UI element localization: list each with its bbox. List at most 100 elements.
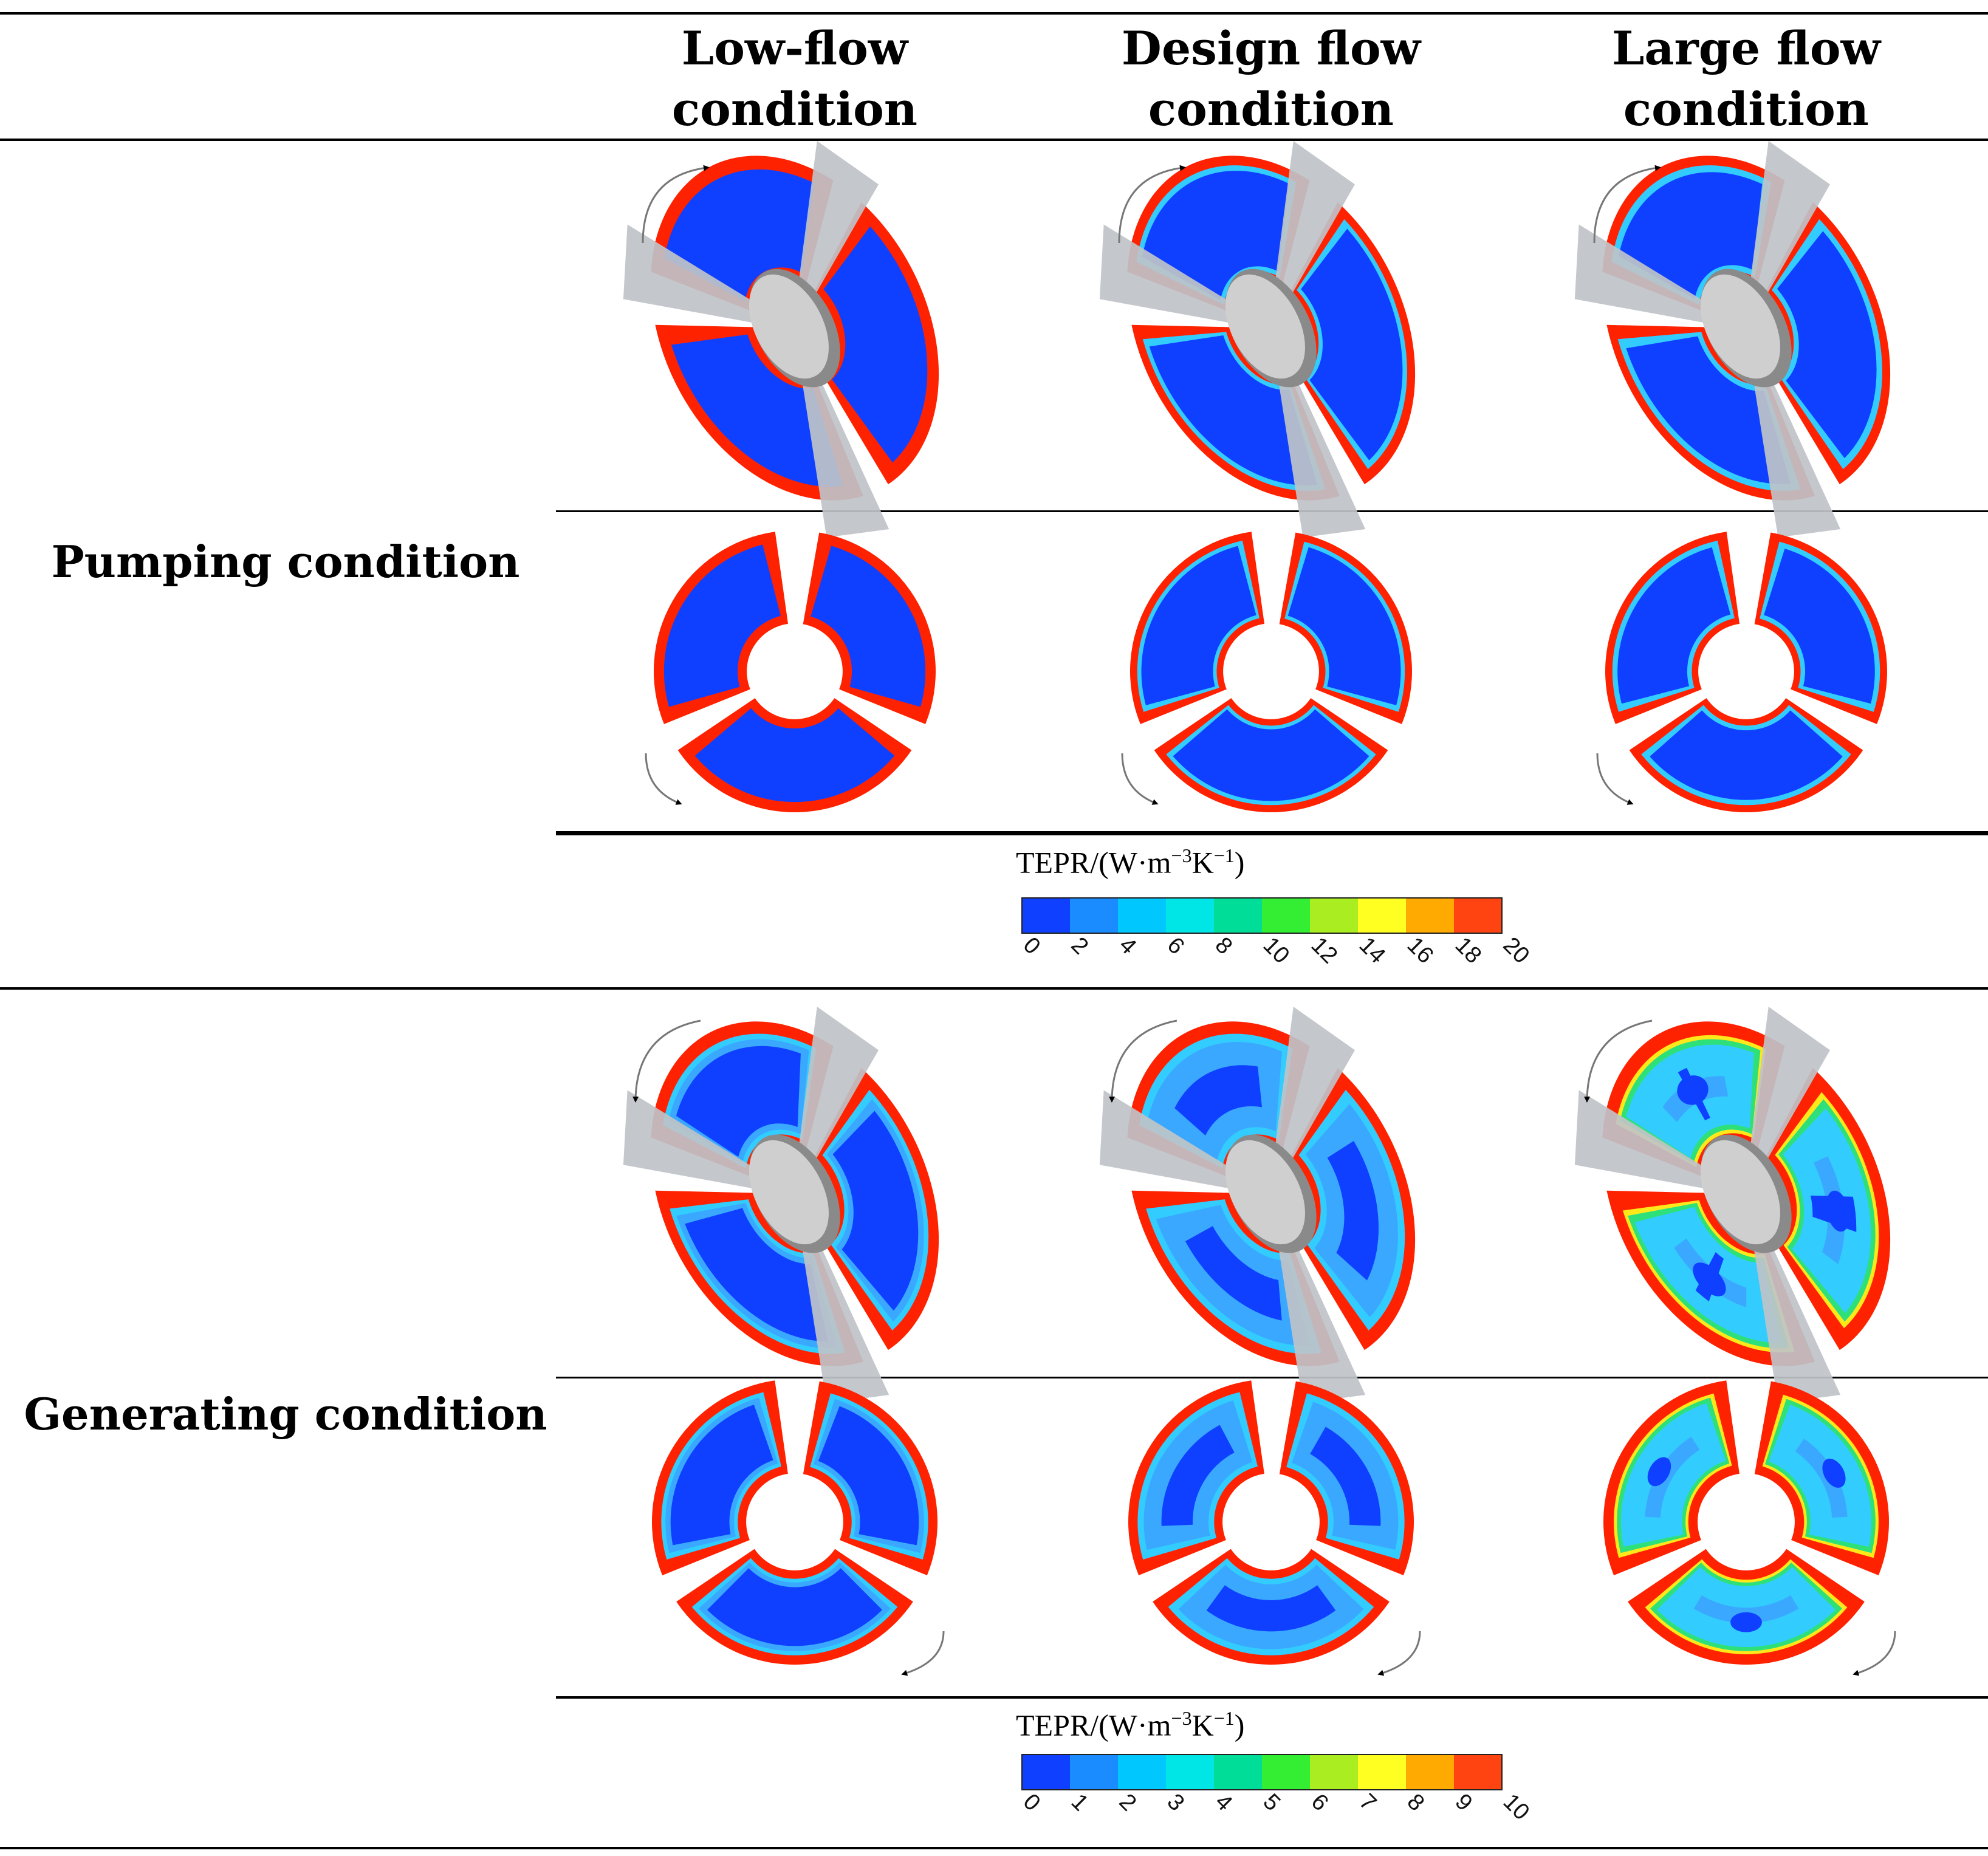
contour-band — [1142, 171, 1289, 301]
contour-core — [1826, 1190, 1849, 1232]
front-view-g2 — [1603, 1380, 1889, 1665]
contour-core — [1822, 1458, 1846, 1488]
hub-hole — [1709, 634, 1784, 709]
blade — [1272, 141, 1355, 309]
front-view-g1 — [1128, 1380, 1414, 1665]
colorbar-swatch — [1118, 1755, 1166, 1790]
column-header-line2: condition — [1623, 82, 1870, 136]
contour-band — [1206, 1585, 1336, 1632]
colorbar-tick-label: 14 — [1354, 933, 1391, 969]
iso-view-p1 — [1099, 141, 1416, 538]
rotation-arrow-g-front-0 — [901, 1631, 945, 1676]
iso-view-g1 — [1099, 1007, 1416, 1403]
colorbar-tick-label: 10 — [1258, 933, 1295, 969]
contour-band — [694, 708, 895, 803]
hub — [1225, 274, 1305, 379]
colorbar-title-close: ) — [1234, 1708, 1245, 1742]
contour-band — [823, 226, 928, 463]
iso-view-g2 — [1574, 1007, 1891, 1403]
rotation-arrow-p-iso-1 — [1118, 165, 1186, 244]
contour-band — [811, 546, 926, 707]
colorbar-swatch — [1310, 898, 1358, 933]
hub-hole — [757, 634, 832, 709]
hub-hole — [1708, 1484, 1784, 1560]
iso-view-p2 — [1574, 141, 1891, 538]
contour-band — [1764, 548, 1875, 704]
header-rule — [0, 139, 1988, 141]
contour-band — [1287, 547, 1401, 705]
contour-band — [1619, 172, 1763, 300]
contour-band — [685, 1208, 828, 1342]
rotation-arrow-p-iso-0 — [642, 165, 710, 244]
column-header-line2: condition — [1148, 82, 1394, 136]
colorbar-title-mid: K — [1191, 845, 1214, 880]
colorbar-tick-label: 18 — [1450, 933, 1487, 969]
front-view-p0 — [654, 532, 936, 812]
colorbar-frame — [1021, 897, 1503, 934]
rotation-arrow-g-iso-1 — [1109, 1019, 1177, 1103]
contour-band — [1777, 231, 1877, 459]
blade — [796, 141, 879, 309]
colorbar-generating: 0 1 2 3 4 5 6 7 8 9 10 — [1018, 1754, 1534, 1825]
column-header-line2: condition — [671, 82, 918, 136]
contour-band — [1173, 709, 1369, 801]
rotation-arrow-g-iso-2 — [1584, 1019, 1653, 1103]
colorbar-swatch — [1406, 898, 1454, 933]
contour-core — [1693, 1262, 1726, 1296]
contour-band — [1657, 1567, 1835, 1647]
colorbar-swatch — [1454, 1755, 1502, 1790]
contour-band — [707, 1568, 883, 1646]
blade — [1099, 224, 1248, 326]
contour-band — [664, 169, 815, 302]
front-view-p2 — [1605, 532, 1888, 812]
colorbar-tick-label: 2 — [1114, 1789, 1142, 1817]
contour-band — [1141, 546, 1256, 705]
iso-view-g0 — [623, 1007, 939, 1403]
front-view-p1 — [1130, 532, 1412, 812]
rotation-arrow-p-front-0 — [645, 753, 682, 805]
colorbar-swatch — [1118, 898, 1166, 933]
contour-band — [1795, 1439, 1848, 1518]
iso-view-p0 — [623, 141, 939, 538]
contour-band — [1310, 1426, 1381, 1526]
contour-band — [1645, 1436, 1700, 1518]
colorbar-tick-label: 4 — [1114, 933, 1142, 960]
colorbar-title-text: TEPR/(W·m — [1016, 1708, 1171, 1742]
contour-band — [1301, 228, 1403, 461]
rotation-arrow-p-front-1 — [1121, 753, 1159, 805]
column-header-line1: Design flow — [1121, 21, 1421, 75]
blade — [623, 224, 772, 326]
colorbar-swatch — [1022, 898, 1070, 933]
contour-band — [1185, 1226, 1282, 1321]
contour-band — [670, 1405, 773, 1546]
contour-band — [1693, 1595, 1799, 1623]
hub — [1700, 1140, 1780, 1245]
hub-hole — [756, 1484, 833, 1560]
colorbar-title-pumping: TEPR/(W·m−3K−1) — [1016, 844, 1244, 880]
contour-band — [1626, 336, 1791, 484]
colorbar-swatch — [1166, 1755, 1214, 1790]
colorbar-title-generating: TEPR/(W·m−3K−1) — [1016, 1707, 1244, 1743]
rotation-arrow-g-front-2 — [1853, 1631, 1896, 1676]
row-label-generating: Generating condition — [24, 1388, 547, 1440]
blade — [798, 1221, 889, 1403]
colorbar-title-close: ) — [1234, 845, 1245, 880]
generating-divider — [556, 1377, 1988, 1378]
colorbar-swatch — [1070, 1755, 1118, 1790]
colorbar-tick-label: 6 — [1162, 933, 1190, 960]
column-header-large-flow: Large flow condition — [1564, 18, 1928, 140]
colorbar-title-text: TEPR/(W·m — [1016, 845, 1171, 880]
row-label-pumping: Pumping condition — [51, 536, 520, 587]
column-header-design-flow: Design flow condition — [1089, 18, 1453, 140]
blade — [798, 355, 889, 538]
blade — [1747, 141, 1830, 309]
colorbar-tick-label: 3 — [1162, 1789, 1190, 1817]
front-view-g0 — [652, 1380, 937, 1665]
colorbar-swatch — [1070, 898, 1118, 933]
column-header-line1: Low-flow — [681, 21, 908, 75]
blade — [1749, 355, 1841, 538]
colorbar-tick-label: 1 — [1066, 1789, 1094, 1817]
contour-panels — [623, 141, 1896, 1676]
contour-band — [1617, 547, 1731, 704]
